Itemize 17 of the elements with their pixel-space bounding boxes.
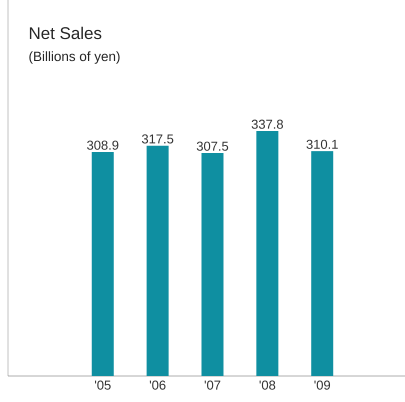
x-tick-label: '07: [204, 380, 220, 390]
bar: [201, 152, 224, 376]
x-tick-label: '05: [94, 380, 111, 390]
chart-subtitle: (Billions of yen): [29, 51, 120, 64]
data-label: 337.8: [252, 120, 283, 129]
bar: [92, 152, 114, 376]
data-label: 307.5: [196, 142, 228, 151]
data-label: 317.5: [142, 134, 174, 144]
chart-title: Net Sales: [30, 26, 102, 40]
x-tick-label: '08: [260, 380, 276, 390]
data-label: 310.1: [306, 140, 338, 149]
bar: [311, 151, 334, 376]
bar: [256, 131, 278, 376]
x-tick-label: '06: [150, 380, 166, 390]
data-label: 308.9: [87, 140, 118, 150]
bar: [146, 146, 169, 376]
x-tick-label: '09: [314, 380, 330, 390]
